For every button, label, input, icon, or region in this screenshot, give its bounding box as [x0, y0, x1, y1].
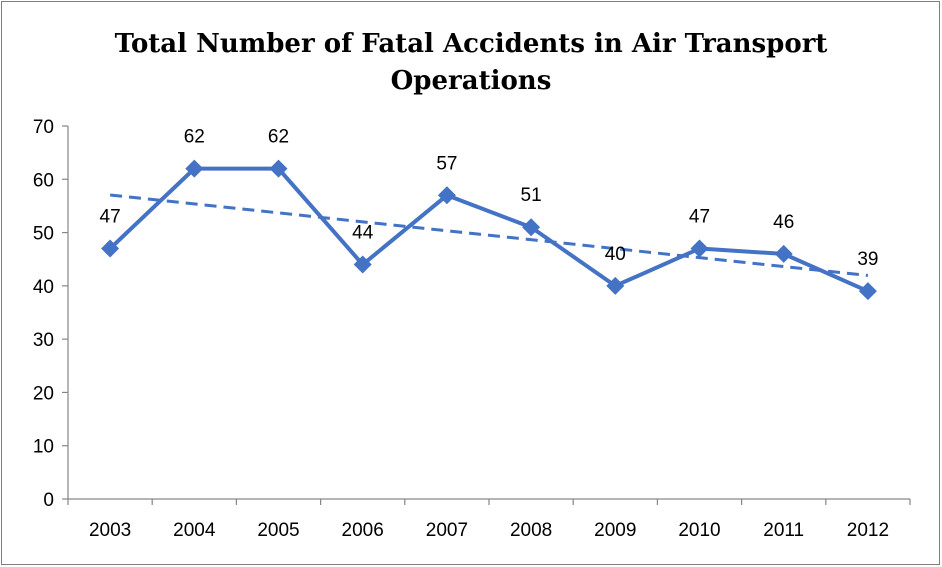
- y-tick-label: 20: [33, 383, 54, 404]
- data-point-marker: [522, 218, 541, 237]
- x-tick-label: 2009: [594, 520, 636, 541]
- data-point-marker: [858, 282, 877, 301]
- data-label: 47: [689, 207, 710, 228]
- series-layer: [108, 166, 869, 294]
- data-point-marker: [185, 159, 204, 178]
- x-axis-ticks: 2003 2004 2005 2006 2007 2008 2009 2010 2011 2012: [67, 499, 911, 541]
- data-label: 57: [436, 153, 457, 174]
- trendline-layer: [109, 193, 869, 277]
- y-tick-label: 0: [43, 490, 54, 511]
- data-point-marker: [437, 186, 456, 205]
- data-point-marker: [101, 239, 120, 258]
- data-label: 62: [268, 127, 289, 148]
- chart-title-line-2: Operations: [390, 66, 552, 96]
- y-tick-label: 40: [33, 277, 54, 298]
- trendline: [109, 193, 869, 277]
- chart-title-line-1: Total Number of Fatal Accidents in Air T…: [114, 29, 828, 59]
- y-tick-label: 10: [33, 437, 54, 458]
- x-tick-label: 2011: [763, 520, 804, 541]
- data-point-marker: [606, 276, 625, 295]
- data-point-marker: [774, 244, 793, 263]
- data-label: 62: [184, 127, 205, 148]
- x-tick-label: 2012: [847, 520, 889, 541]
- x-tick-label: 2003: [89, 520, 131, 541]
- data-label: 39: [857, 249, 878, 270]
- y-tick-label: 60: [33, 170, 54, 191]
- markers-layer: [101, 159, 877, 301]
- x-tick-label: 2007: [426, 520, 468, 541]
- data-point-marker: [269, 159, 288, 178]
- x-tick-label: 2010: [678, 520, 720, 541]
- y-tick-label: 50: [33, 224, 54, 245]
- data-point-marker: [690, 239, 709, 258]
- series-line: [108, 166, 869, 294]
- chart-title: Total Number of Fatal Accidents in Air T…: [0, 26, 942, 100]
- x-tick-label: 2004: [173, 520, 216, 541]
- data-label: 51: [521, 185, 542, 206]
- data-point-marker: [353, 255, 372, 274]
- y-axis-ticks: 0 10 20 30 40 50 60 70: [33, 117, 68, 511]
- axes: [67, 126, 910, 500]
- y-tick-label: 30: [33, 330, 54, 351]
- data-label: 46: [773, 212, 794, 233]
- data-label: 44: [352, 223, 374, 244]
- data-labels-layer: 47 62 62 44 57 51 40 47 46 39: [100, 127, 879, 271]
- x-tick-label: 2008: [510, 520, 552, 541]
- x-tick-label: 2005: [257, 520, 299, 541]
- y-tick-label: 70: [33, 117, 54, 138]
- data-label: 40: [605, 244, 626, 265]
- data-label: 47: [100, 207, 121, 228]
- x-tick-label: 2006: [342, 520, 384, 541]
